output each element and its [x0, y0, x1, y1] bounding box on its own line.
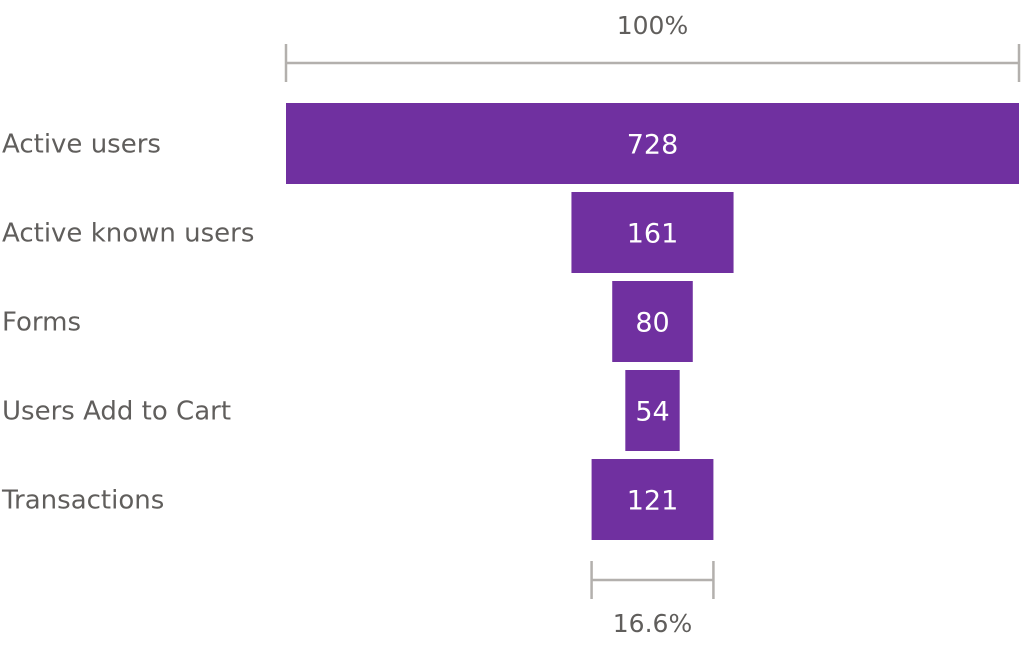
funnel-bar[interactable]	[571, 192, 734, 273]
category-label: Active known users	[2, 219, 254, 249]
top-percent-bracket	[284, 44, 1021, 82]
funnel-bars	[286, 103, 1019, 540]
value-label: 121	[627, 486, 679, 517]
category-label: Transactions	[1, 486, 164, 516]
top-percent-label: 100%	[617, 11, 688, 40]
bottom-percent-bracket	[590, 561, 715, 599]
value-label: 54	[635, 397, 669, 428]
funnel-bar[interactable]	[612, 281, 693, 362]
value-label: 161	[627, 219, 679, 250]
category-label: Users Add to Cart	[2, 397, 231, 427]
funnel-bar[interactable]	[591, 459, 714, 540]
category-label: Active users	[2, 130, 161, 160]
value-labels: 728 161 80 54 121	[627, 130, 679, 517]
category-labels: Active users Active known users Forms Users…	[1, 130, 254, 516]
funnel-bar[interactable]	[286, 103, 1019, 184]
value-label: 80	[635, 308, 669, 339]
category-label: Forms	[2, 308, 81, 338]
bottom-percent-label: 16.6%	[613, 609, 692, 638]
funnel-bar[interactable]	[625, 370, 680, 451]
value-label: 728	[627, 130, 679, 161]
